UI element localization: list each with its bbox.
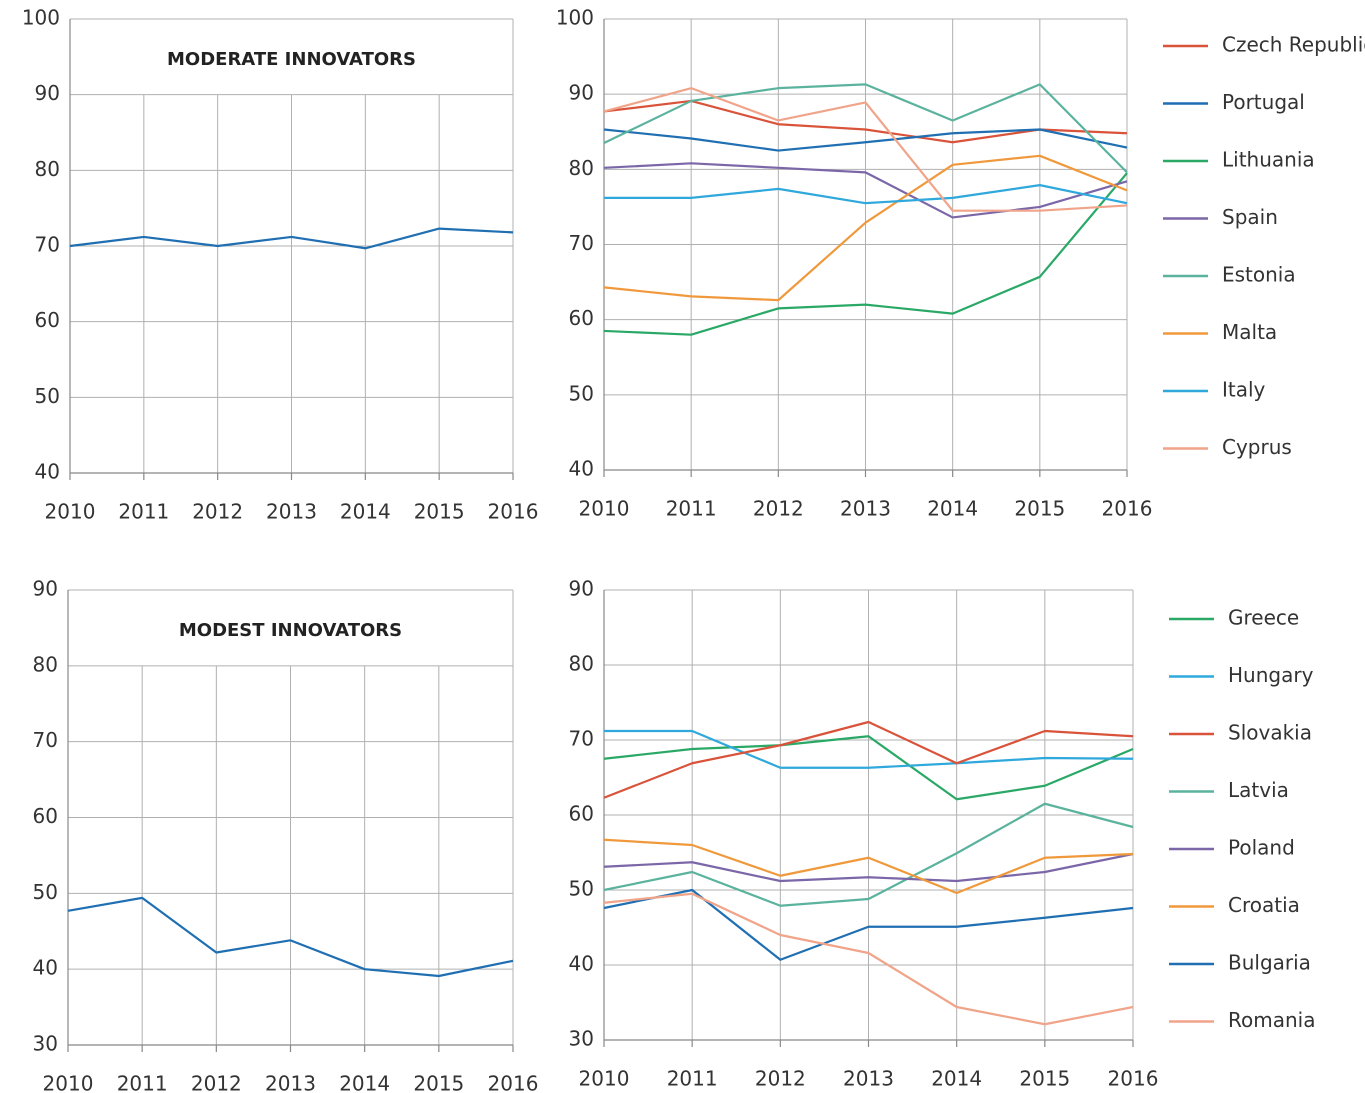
series-line (604, 729, 1134, 769)
x-tick-label: 2014 (931, 1067, 982, 1091)
legend-label: Hungary (1228, 663, 1314, 687)
y-tick-label: 80 (569, 156, 594, 180)
legend-label: Slovakia (1228, 721, 1312, 745)
series-line (604, 184, 1128, 205)
x-tick-label: 2013 (265, 1072, 316, 1093)
x-tick-label: 2013 (266, 500, 317, 524)
y-tick-label: 30 (33, 1032, 58, 1056)
y-tick-label: 50 (33, 880, 58, 904)
x-tick-label: 2012 (192, 500, 243, 524)
x-tick-label: 2011 (118, 500, 169, 524)
y-tick-label: 80 (35, 157, 60, 181)
x-tick-label: 2012 (191, 1072, 242, 1093)
legend-label: Romania (1228, 1008, 1315, 1032)
y-tick-label: 70 (33, 728, 58, 752)
legend-label: Greece (1228, 606, 1299, 630)
y-tick-label: 50 (569, 381, 594, 405)
y-tick-label: 40 (569, 457, 594, 481)
x-tick-label: 2013 (840, 497, 891, 521)
x-tick-label: 2015 (1019, 1067, 1070, 1091)
y-tick-label: 70 (569, 727, 594, 751)
series-line (603, 87, 1128, 212)
series-line (603, 162, 1128, 219)
x-tick-label: 2015 (414, 500, 465, 524)
data-line (69, 227, 514, 250)
x-tick-label: 2016 (1102, 497, 1153, 521)
series-line (603, 802, 1134, 907)
x-tick-label: 2010 (43, 1072, 94, 1093)
series-line (603, 128, 1128, 152)
y-tick-label: 90 (35, 81, 60, 105)
series-line (603, 892, 1134, 1026)
y-tick-label: 60 (33, 804, 58, 828)
x-tick-label: 2011 (666, 497, 717, 521)
y-tick-label: 40 (569, 952, 594, 976)
series-line (603, 720, 1134, 799)
series-line (603, 154, 1128, 302)
legend-label: Lithuania (1222, 148, 1315, 172)
chart-title: MODERATE INNOVATORS (167, 49, 416, 70)
series-line (603, 735, 1134, 801)
y-tick-label: 40 (35, 460, 60, 484)
y-tick-label: 90 (569, 81, 594, 105)
x-tick-label: 2010 (45, 500, 96, 524)
legend-label: Czech Republic (1222, 33, 1365, 57)
legend-label: Croatia (1228, 893, 1300, 917)
y-tick-label: 80 (569, 652, 594, 676)
y-tick-label: 30 (569, 1027, 594, 1051)
series-line (603, 172, 1128, 336)
legend-label: Italy (1222, 378, 1266, 402)
legend-label: Cyprus (1222, 435, 1292, 459)
x-tick-label: 2010 (579, 1067, 630, 1091)
x-tick-label: 2015 (1014, 497, 1065, 521)
x-tick-label: 2011 (117, 1072, 168, 1093)
y-tick-label: 70 (35, 233, 60, 257)
y-tick-label: 50 (35, 384, 60, 408)
y-tick-label: 50 (569, 877, 594, 901)
series-line (603, 888, 1134, 961)
x-tick-label: 2014 (339, 1072, 390, 1093)
series-line (603, 852, 1134, 883)
data-line (67, 896, 514, 978)
x-tick-label: 2014 (340, 500, 391, 524)
x-tick-label: 2014 (927, 497, 978, 521)
y-tick-label: 70 (569, 231, 594, 255)
y-tick-label: 90 (33, 577, 58, 601)
legend-label: Latvia (1228, 778, 1289, 802)
y-tick-label: 100 (556, 6, 594, 30)
legend-label: Estonia (1222, 263, 1296, 287)
y-tick-label: 60 (569, 306, 594, 330)
y-tick-label: 60 (35, 308, 60, 332)
y-tick-label: 60 (569, 802, 594, 826)
chart-title: MODEST INNOVATORS (179, 620, 402, 641)
x-tick-label: 2012 (755, 1067, 806, 1091)
x-tick-label: 2015 (413, 1072, 464, 1093)
y-tick-label: 80 (33, 652, 58, 676)
x-tick-label: 2010 (579, 497, 630, 521)
x-tick-label: 2012 (753, 497, 804, 521)
legend-label: Poland (1228, 836, 1295, 860)
x-tick-label: 2016 (1108, 1067, 1159, 1091)
legend-label: Spain (1222, 205, 1278, 229)
legend-label: Malta (1222, 320, 1277, 344)
x-tick-label: 2016 (488, 500, 539, 524)
y-tick-label: 100 (22, 6, 60, 30)
x-tick-label: 2011 (667, 1067, 718, 1091)
series-line (603, 83, 1128, 174)
x-tick-label: 2013 (843, 1067, 894, 1091)
series-line (603, 838, 1134, 895)
legend-label: Portugal (1222, 90, 1305, 114)
x-tick-label: 2016 (488, 1072, 539, 1093)
y-tick-label: 40 (33, 956, 58, 980)
legend-label: Bulgaria (1228, 951, 1311, 975)
y-tick-label: 90 (569, 577, 594, 601)
